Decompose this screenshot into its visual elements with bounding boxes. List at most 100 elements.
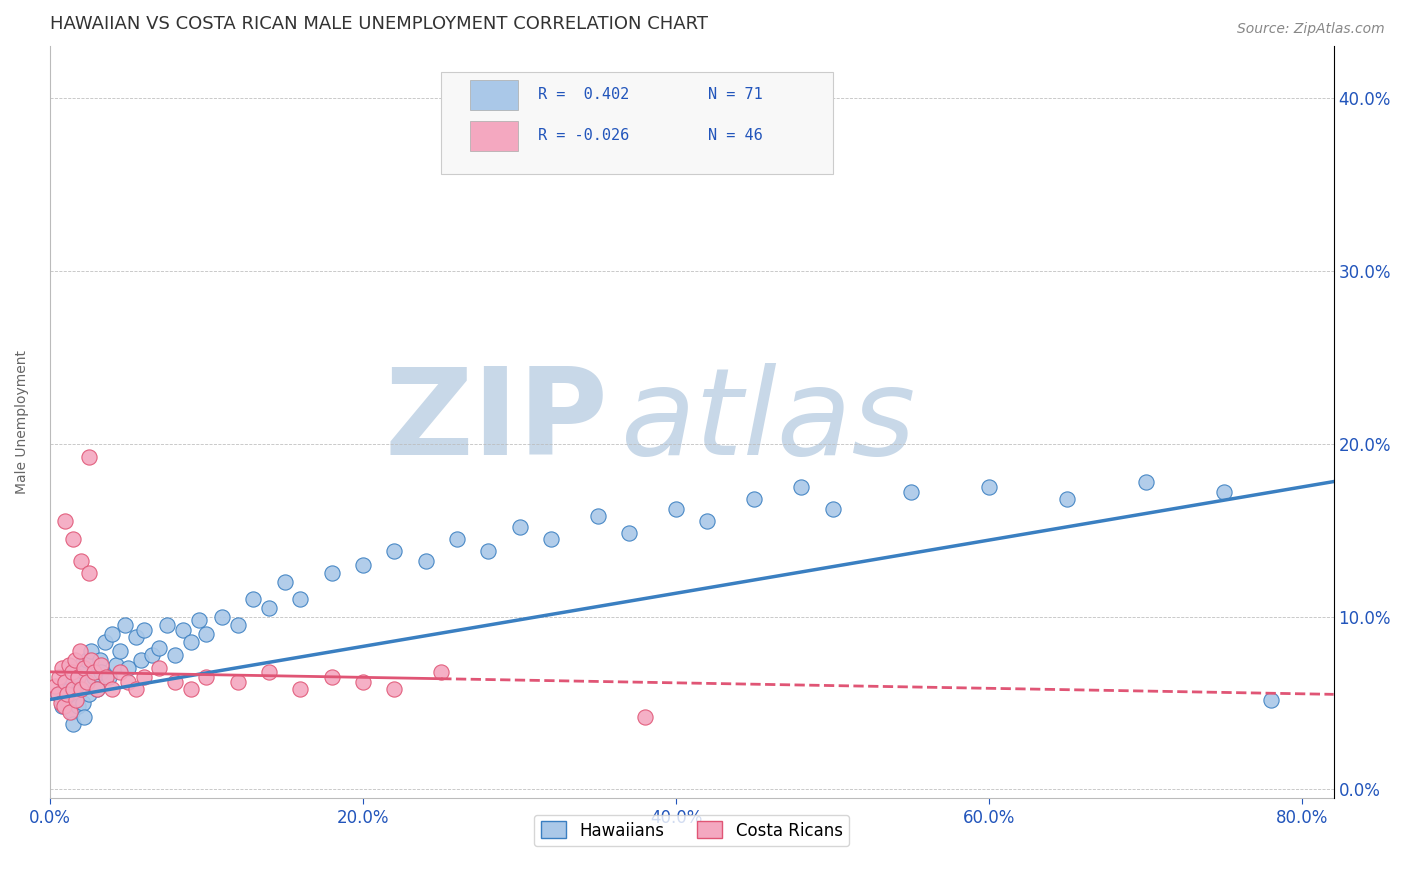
Point [86,682,108,697]
Text: atlas: atlas [621,363,917,481]
Point [73,665,96,679]
Point [63,653,86,667]
Point [211,609,233,624]
Point [165,675,187,690]
Point [62,675,84,690]
Point [125,630,148,644]
Text: N = 46: N = 46 [709,128,763,144]
Point [58,696,80,710]
Text: R = -0.026: R = -0.026 [537,128,628,144]
Point [65,661,87,675]
Point [86,682,108,697]
Point [62,682,84,697]
Point [110,665,132,679]
Point [180,635,202,649]
Point [48,670,70,684]
Point [93,635,115,649]
Point [69,682,91,697]
Point [66,699,89,714]
Legend: Hawaiians, Costa Ricans: Hawaiians, Costa Ricans [534,814,849,847]
Point [187,613,209,627]
Point [83,670,105,684]
Point [586,509,609,524]
Point [509,519,531,533]
Point [72,696,94,710]
Point [96,670,118,684]
Point [540,532,562,546]
Point [69,644,91,658]
Point [172,624,194,638]
FancyBboxPatch shape [441,72,832,174]
Point [165,648,187,662]
Point [273,574,295,589]
Point [55,675,77,690]
FancyBboxPatch shape [470,121,519,151]
Point [125,682,148,697]
Point [76,653,98,667]
Point [66,670,89,684]
Point [1213,485,1236,500]
Point [46,687,69,701]
FancyBboxPatch shape [470,79,519,110]
Point [290,682,312,697]
Point [44,679,66,693]
Point [1135,475,1157,489]
Point [98,670,121,684]
Y-axis label: Male Unemployment: Male Unemployment [15,350,30,494]
Point [101,627,124,641]
Point [257,600,280,615]
Point [60,665,83,679]
Point [900,485,922,500]
Point [77,687,100,701]
Point [129,653,152,667]
Point [665,502,688,516]
Point [226,618,249,632]
Point [821,502,844,516]
Point [226,675,249,690]
Point [90,657,112,672]
Point [290,592,312,607]
Point [83,665,105,679]
Point [52,699,75,714]
Point [79,644,101,658]
Point [55,514,77,528]
Point [180,682,202,697]
Point [77,450,100,465]
Point [66,670,89,684]
Point [90,665,112,679]
Point [70,554,93,568]
Point [696,514,718,528]
Point [49,696,72,710]
Point [59,682,82,697]
Point [744,491,766,506]
Text: N = 71: N = 71 [709,87,763,102]
Point [477,543,499,558]
Point [110,644,132,658]
Point [148,661,170,675]
Point [73,661,96,675]
Point [56,687,79,701]
Point [59,705,82,719]
Point [1260,692,1282,706]
Point [70,682,93,697]
Point [446,532,468,546]
Point [73,710,96,724]
Point [156,618,179,632]
Point [104,657,127,672]
Point [76,675,98,690]
Point [77,566,100,581]
Point [1056,491,1078,506]
Point [321,566,343,581]
Point [117,675,139,690]
Point [195,627,218,641]
Point [242,592,264,607]
Point [65,692,87,706]
Text: ZIP: ZIP [384,363,609,481]
Point [114,618,136,632]
Point [382,543,405,558]
Point [195,670,218,684]
Point [58,657,80,672]
Text: Source: ZipAtlas.com: Source: ZipAtlas.com [1237,22,1385,37]
Point [257,665,280,679]
Point [117,661,139,675]
